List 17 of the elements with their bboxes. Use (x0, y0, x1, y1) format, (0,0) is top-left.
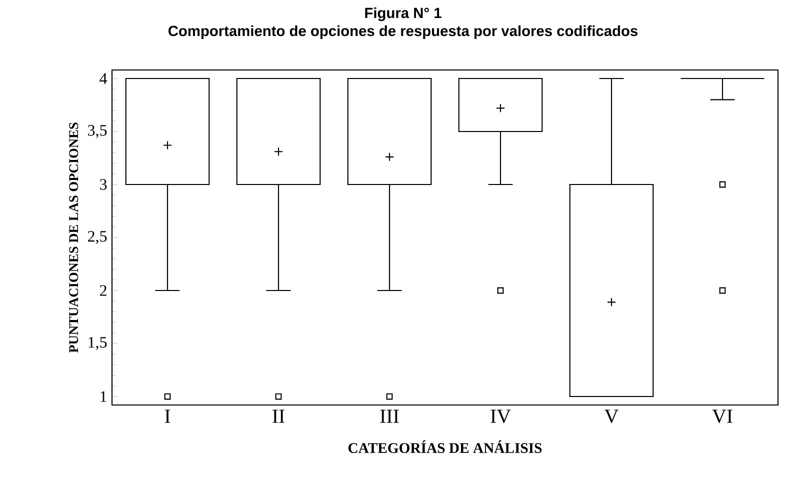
y-tick-label: 2,5 (88, 230, 107, 244)
x-tick-label: VI (712, 410, 732, 424)
y-tick-label: 4 (100, 73, 108, 84)
chart-subtitle: Comportamiento de opciones de respuesta por valores codificados (168, 25, 638, 40)
x-axis-title: CATEGORÍAS DE ANÁLISIS (348, 440, 542, 453)
x-tick-label: I (164, 410, 170, 423)
x-tick-label: V (604, 410, 618, 424)
y-tick-label: 1 (100, 391, 106, 402)
y-tick-label: 3,5 (88, 124, 107, 138)
x-tick-label: II (272, 410, 284, 423)
y-axis-title: PUNTUACIONES DE LAS OPCIONES (69, 122, 78, 353)
x-tick-label: IV (490, 410, 511, 424)
x-tick-label: III (380, 410, 399, 423)
y-tick-label: 2 (100, 285, 106, 296)
y-tick-label: 1,5 (88, 337, 107, 350)
y-tick-label: 3 (100, 179, 107, 190)
chart-title: Figura N° 1 (365, 7, 442, 22)
